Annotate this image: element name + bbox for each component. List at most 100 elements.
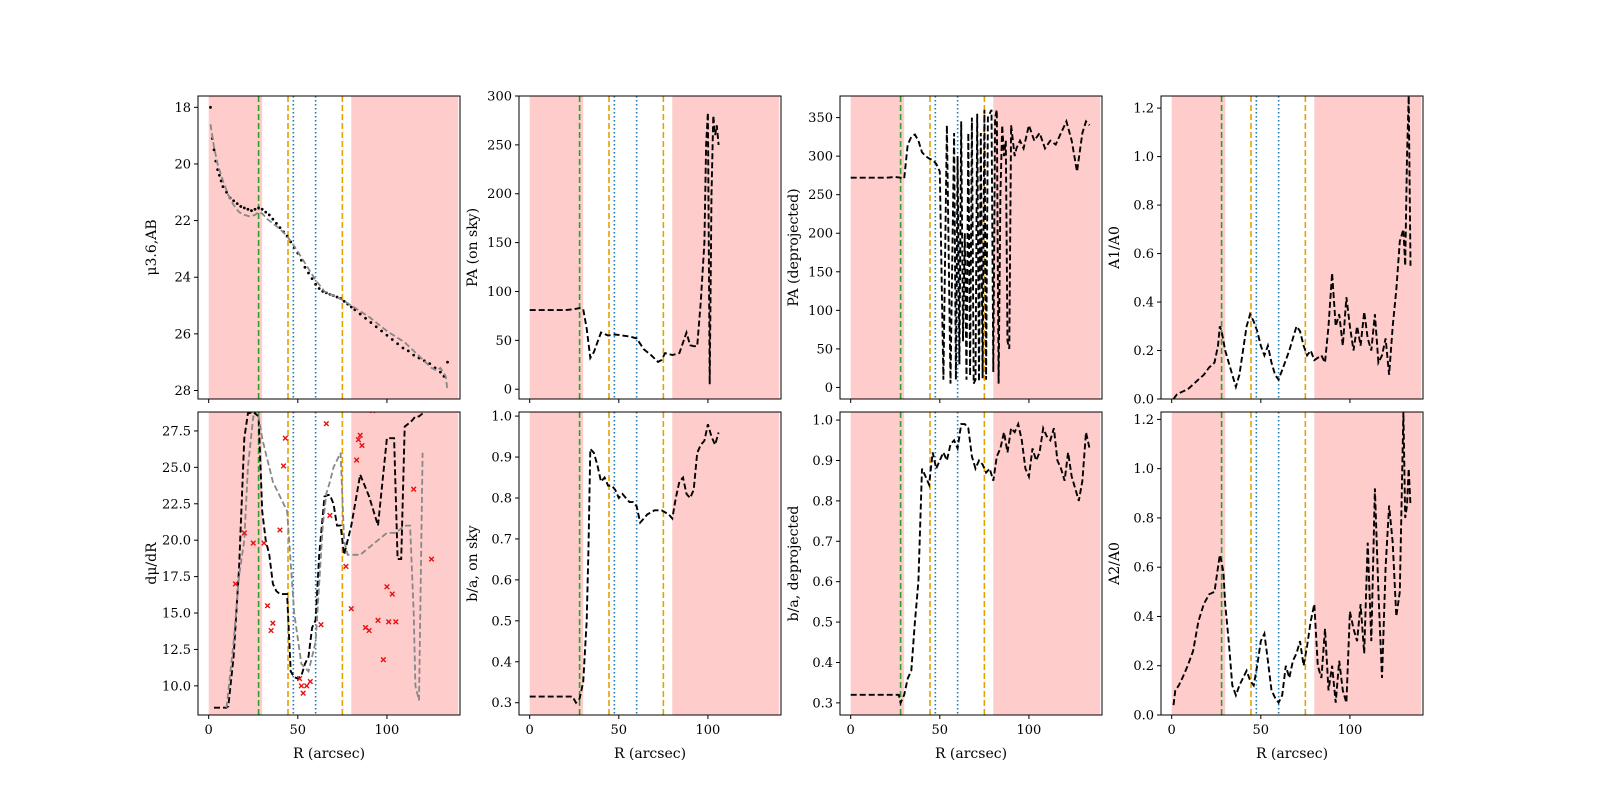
series-line	[850, 421, 1091, 706]
x-tick-label: 100	[1017, 723, 1042, 738]
axes-frame	[1160, 95, 1424, 400]
cross-stroke	[353, 457, 360, 463]
series-line	[529, 112, 720, 385]
red-cross-marker	[385, 618, 392, 625]
data-point	[242, 206, 246, 210]
data-point	[225, 190, 228, 194]
red-cross-marker	[307, 678, 314, 685]
red-cross-marker	[357, 432, 363, 439]
cross-stroke	[303, 683, 310, 689]
data-point	[250, 209, 253, 213]
data-point	[401, 346, 405, 350]
y-tick-label: 0.8	[1133, 199, 1154, 214]
y-tick-label: 0.5	[812, 616, 833, 631]
y-tick-label: 12.5	[162, 643, 191, 658]
cross-stroke	[250, 540, 257, 546]
x-tick-label: 0	[205, 723, 213, 738]
shaded-region	[529, 412, 584, 715]
y-tick-label: 250	[487, 138, 512, 153]
cross-stroke	[300, 690, 306, 696]
y-tick-label: 0.0	[1133, 709, 1154, 724]
plot-area	[208, 96, 459, 399]
y-tick-label: 20	[174, 157, 191, 172]
plot-area	[529, 96, 780, 399]
y-tick-label: 0.6	[491, 573, 512, 588]
red-cross-marker	[323, 420, 330, 427]
cross-stroke	[410, 486, 417, 493]
shaded-region	[529, 96, 584, 399]
red-cross-marker	[384, 584, 390, 590]
panel-mu: 18 20 22 24 26 28 μ3.6,AB	[144, 95, 461, 403]
axes-frame	[518, 95, 782, 400]
cross-stroke	[323, 420, 330, 427]
cross-stroke	[375, 617, 381, 624]
red-cross-marker	[389, 591, 396, 597]
red-cross-marker	[296, 675, 303, 682]
y-tick-label: 1.0	[491, 410, 512, 425]
data-point	[212, 148, 216, 152]
y-tick-label: 17.5	[162, 570, 191, 585]
data-point	[267, 213, 271, 217]
cross-stroke	[282, 435, 289, 442]
x-tick-label: 0	[526, 723, 534, 738]
shaded-region	[1171, 96, 1226, 399]
shaded-region	[850, 412, 905, 715]
cross-stroke	[389, 591, 396, 597]
y-tick-label: 10.0	[162, 679, 191, 694]
y-tick-label: 150	[808, 265, 833, 280]
y-tick-label: 0.8	[491, 491, 512, 506]
y-tick-label: 1.0	[1133, 462, 1154, 477]
cross-stroke	[359, 442, 365, 449]
x-axis-label: R (arcsec)	[293, 746, 365, 762]
cross-stroke	[261, 540, 267, 546]
data-point	[317, 287, 321, 290]
shaded-region	[672, 412, 780, 715]
y-axis-label: μ3.6,AB	[144, 219, 160, 275]
cross-stroke	[384, 584, 390, 590]
red-cross-marker	[298, 683, 305, 689]
data-point	[246, 207, 250, 211]
y-tick-label: 20.0	[162, 534, 191, 549]
axes-frame	[1160, 411, 1424, 716]
data-point	[307, 271, 310, 275]
data-point	[235, 202, 239, 206]
y-axis-label: b/a, deprojected	[786, 506, 802, 622]
y-tick-label: 25.0	[162, 461, 191, 476]
y-tick-label: 300	[808, 150, 833, 165]
cross-stroke	[357, 432, 363, 439]
red-cross-marker	[348, 605, 355, 612]
data-point	[438, 370, 442, 374]
red-cross-marker	[232, 581, 239, 587]
cross-stroke	[380, 656, 387, 663]
cross-stroke	[393, 618, 399, 625]
cross-stroke	[270, 620, 276, 627]
data-point	[374, 325, 378, 329]
x-tick-label: 100	[375, 723, 400, 738]
red-cross-marker	[268, 627, 274, 634]
cross-stroke	[348, 605, 355, 612]
red-cross-marker	[410, 486, 417, 493]
red-cross-marker	[375, 617, 381, 624]
series-line	[529, 424, 720, 705]
y-tick-label: 0.4	[1133, 296, 1154, 311]
plot-area	[850, 412, 1101, 715]
data-point	[385, 333, 389, 337]
y-tick-label: 0.2	[1133, 659, 1154, 674]
y-tick-label: 22	[174, 214, 191, 229]
cross-stroke	[327, 512, 333, 519]
red-cross-marker	[241, 530, 248, 536]
data-point	[221, 185, 225, 189]
plot-area	[1171, 412, 1422, 715]
data-point	[264, 210, 268, 214]
x-tick-label: 50	[932, 723, 949, 738]
x-axis-label: R (arcsec)	[935, 746, 1007, 762]
panel-ba_deproj: 0.3 0.4 0.5 0.6 0.7 0.8 0.9 1.0 0 50 100 R (arcsec)…	[786, 411, 1103, 762]
panel-pa_sky: 0 50 100 150 200 250 300 PA (on sky)	[465, 90, 782, 403]
cross-stroke	[362, 624, 369, 631]
cross-stroke	[280, 463, 287, 469]
y-axis-label: PA (deprojected)	[786, 188, 802, 306]
y-tick-label: 28	[174, 384, 191, 399]
data-point	[390, 338, 394, 341]
data-point	[260, 207, 264, 211]
